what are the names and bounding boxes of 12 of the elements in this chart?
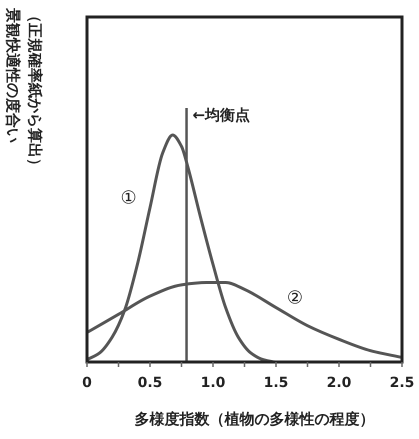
x-tick-label: 0 xyxy=(82,375,92,391)
y-axis-title: 景観快適性の度合い xyxy=(4,8,22,143)
x-axis-title: 多様度指数（植物の多様性の程度） xyxy=(134,410,374,428)
text: （正規確率紙から算出） xyxy=(26,8,44,173)
x-tick-label: 2.5 xyxy=(390,375,414,391)
x-tick-label: 1.0 xyxy=(200,375,226,391)
annotation: ① xyxy=(120,188,137,208)
x-tick-label: 2.0 xyxy=(326,375,352,391)
x-tick-label: 0.5 xyxy=(138,375,162,391)
x-tick-label: 1.5 xyxy=(264,375,288,391)
ref-line-label: ←均衡点 xyxy=(192,106,250,124)
annotation: ② xyxy=(286,287,303,308)
